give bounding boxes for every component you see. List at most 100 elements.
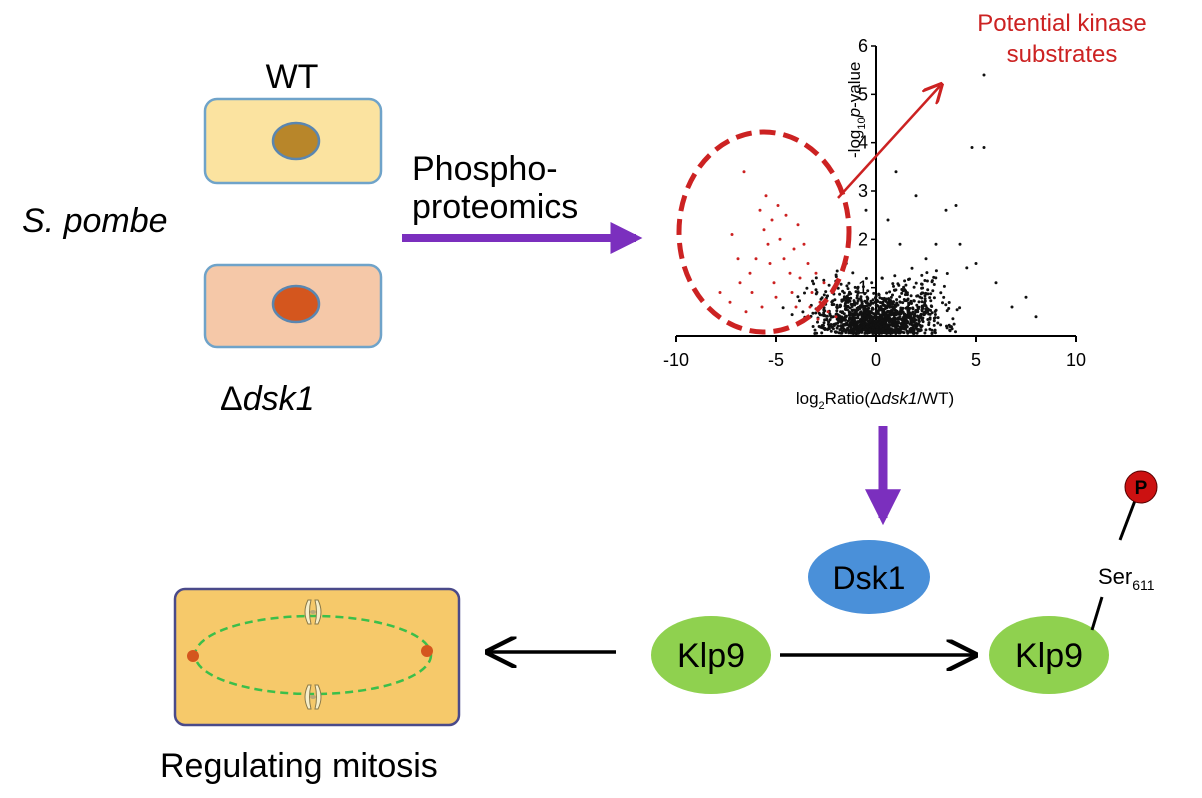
data-point-background bbox=[866, 289, 870, 293]
data-point-background bbox=[917, 317, 921, 320]
data-point-background bbox=[869, 318, 873, 322]
data-point-highlight bbox=[778, 237, 782, 241]
data-point-background bbox=[887, 309, 891, 313]
spindle-pole-left bbox=[187, 650, 199, 662]
x-axis-label: log2Ratio(Δdsk1/WT) bbox=[796, 389, 954, 412]
data-point-background bbox=[850, 305, 854, 308]
data-point-highlight bbox=[776, 204, 780, 207]
data-point-highlight bbox=[728, 300, 732, 304]
data-point-background bbox=[939, 291, 943, 295]
data-point-background bbox=[903, 299, 907, 303]
data-point-background bbox=[880, 301, 884, 305]
data-point-background bbox=[865, 308, 869, 312]
data-point-background bbox=[934, 276, 938, 280]
data-point-background bbox=[895, 329, 899, 333]
data-point-background bbox=[904, 283, 908, 287]
data-point bbox=[1024, 295, 1028, 299]
data-point-background bbox=[947, 301, 951, 304]
data-point-background bbox=[820, 331, 824, 335]
data-point-background bbox=[828, 318, 832, 322]
data-point-background bbox=[888, 290, 892, 294]
data-point-background bbox=[871, 307, 875, 311]
klp9-protein bbox=[651, 616, 771, 694]
data-point-background bbox=[894, 313, 898, 317]
data-point-background bbox=[924, 304, 928, 308]
data-point-background bbox=[861, 320, 865, 324]
data-point-background bbox=[781, 306, 785, 310]
y-tick-label: 3 bbox=[858, 181, 868, 201]
data-point-background bbox=[916, 329, 920, 333]
data-point-background bbox=[864, 327, 867, 331]
data-point-background bbox=[932, 283, 936, 286]
data-point-background bbox=[856, 316, 860, 320]
klp9-label: Klp9 bbox=[677, 637, 745, 675]
data-point-background bbox=[892, 305, 896, 309]
data-point-background bbox=[900, 330, 904, 334]
data-point-highlight bbox=[816, 317, 820, 321]
data-point-background bbox=[844, 322, 848, 325]
y-axis-label-pre: -log bbox=[845, 130, 864, 158]
x-axis-label-pre: log bbox=[796, 389, 819, 408]
data-point-background bbox=[845, 328, 849, 332]
data-point-background bbox=[930, 332, 934, 335]
x-axis-label-sub: 2 bbox=[819, 400, 825, 412]
data-point bbox=[1010, 305, 1014, 309]
data-point-background bbox=[892, 284, 895, 288]
data-point-background bbox=[909, 313, 912, 317]
data-point-background bbox=[835, 269, 839, 273]
data-point-background bbox=[861, 285, 865, 289]
y-axis-label-sub: 10 bbox=[856, 117, 868, 129]
data-point-background bbox=[899, 312, 903, 316]
y-tick-label: 5 bbox=[858, 84, 868, 104]
data-point-background bbox=[832, 303, 836, 306]
data-point-background bbox=[841, 323, 845, 327]
data-point bbox=[898, 242, 902, 246]
data-point-background bbox=[842, 297, 846, 301]
volcano-plot: -10-50510123456 Potential kinase substra… bbox=[663, 10, 1147, 412]
data-point-background bbox=[934, 308, 938, 312]
data-point-background bbox=[847, 281, 851, 285]
data-point-highlight bbox=[792, 247, 796, 251]
data-point-background bbox=[846, 287, 850, 291]
data-point-background bbox=[848, 317, 852, 321]
data-point-background bbox=[886, 304, 890, 307]
data-point-background bbox=[951, 317, 955, 321]
data-point-highlight bbox=[766, 242, 770, 246]
x-tick-label: -10 bbox=[663, 350, 689, 370]
data-point-background bbox=[914, 281, 918, 285]
data-point-background bbox=[827, 327, 831, 331]
data-point-background bbox=[814, 276, 818, 280]
data-point-background bbox=[903, 293, 907, 297]
wt-label: WT bbox=[266, 58, 319, 96]
data-point-background bbox=[881, 307, 884, 311]
x-axis-label-gene: dsk1 bbox=[881, 389, 917, 408]
data-point-background bbox=[871, 298, 875, 302]
y-axis-label-post: -value bbox=[845, 62, 864, 108]
data-point bbox=[974, 262, 978, 265]
data-point-background bbox=[919, 314, 923, 318]
data-point-background bbox=[852, 312, 856, 315]
data-point-highlight bbox=[738, 281, 742, 285]
data-point-background bbox=[884, 326, 888, 330]
data-point-background bbox=[887, 326, 891, 329]
data-point-background bbox=[830, 315, 834, 319]
data-point bbox=[934, 242, 938, 246]
data-point-highlight bbox=[834, 315, 838, 319]
data-point-highlight bbox=[748, 271, 752, 275]
data-point-background bbox=[874, 304, 878, 308]
dsk1-kinase bbox=[808, 540, 930, 614]
data-point-background bbox=[895, 298, 899, 302]
data-point-background bbox=[859, 321, 863, 325]
data-point-background bbox=[924, 291, 928, 295]
data-point-background bbox=[926, 307, 930, 311]
data-point-background bbox=[829, 329, 833, 333]
data-point-background bbox=[904, 306, 908, 310]
data-point bbox=[994, 281, 998, 285]
data-point-background bbox=[865, 300, 869, 304]
serine-site-label: Ser611 bbox=[1098, 564, 1155, 593]
x-tick-label: -5 bbox=[768, 350, 784, 370]
data-point-background bbox=[803, 291, 806, 295]
data-point-background bbox=[915, 331, 919, 335]
data-point-highlight bbox=[762, 228, 766, 232]
